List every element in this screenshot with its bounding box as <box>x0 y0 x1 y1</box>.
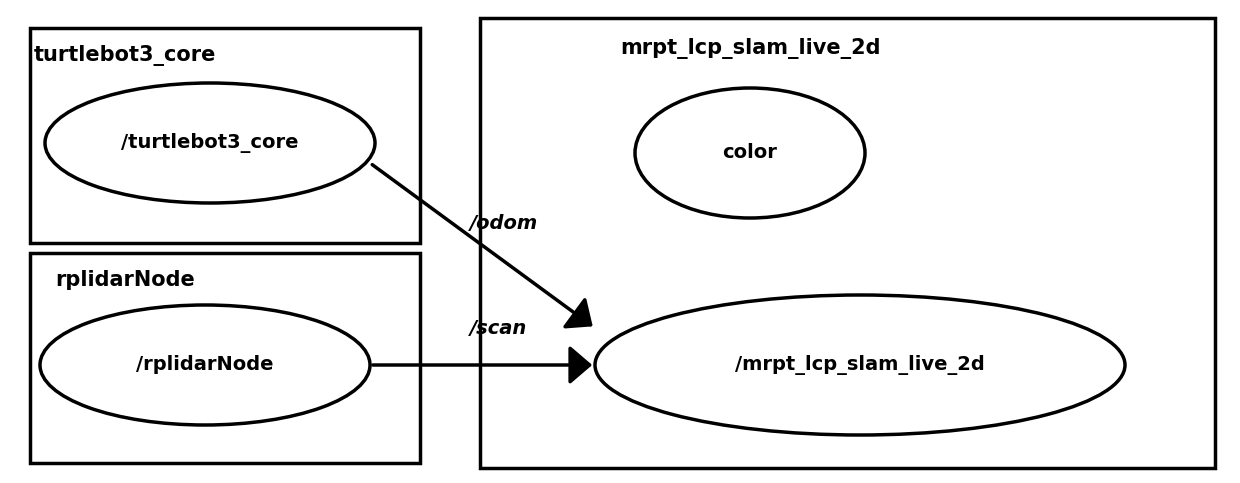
Text: rplidarNode: rplidarNode <box>55 270 195 290</box>
Text: /turtlebot3_core: /turtlebot3_core <box>122 133 299 153</box>
Bar <box>30 253 420 463</box>
Ellipse shape <box>635 88 866 218</box>
Text: /mrpt_lcp_slam_live_2d: /mrpt_lcp_slam_live_2d <box>735 355 985 375</box>
Text: turtlebot3_core: turtlebot3_core <box>33 45 216 66</box>
Text: /rplidarNode: /rplidarNode <box>136 355 274 374</box>
Ellipse shape <box>45 83 374 203</box>
Text: mrpt_lcp_slam_live_2d: mrpt_lcp_slam_live_2d <box>620 38 880 59</box>
Text: color: color <box>723 143 777 162</box>
Bar <box>30 28 420 243</box>
Bar <box>480 18 1215 468</box>
Ellipse shape <box>595 295 1125 435</box>
Ellipse shape <box>40 305 370 425</box>
Text: /odom: /odom <box>470 214 538 233</box>
Text: /scan: /scan <box>470 319 527 338</box>
